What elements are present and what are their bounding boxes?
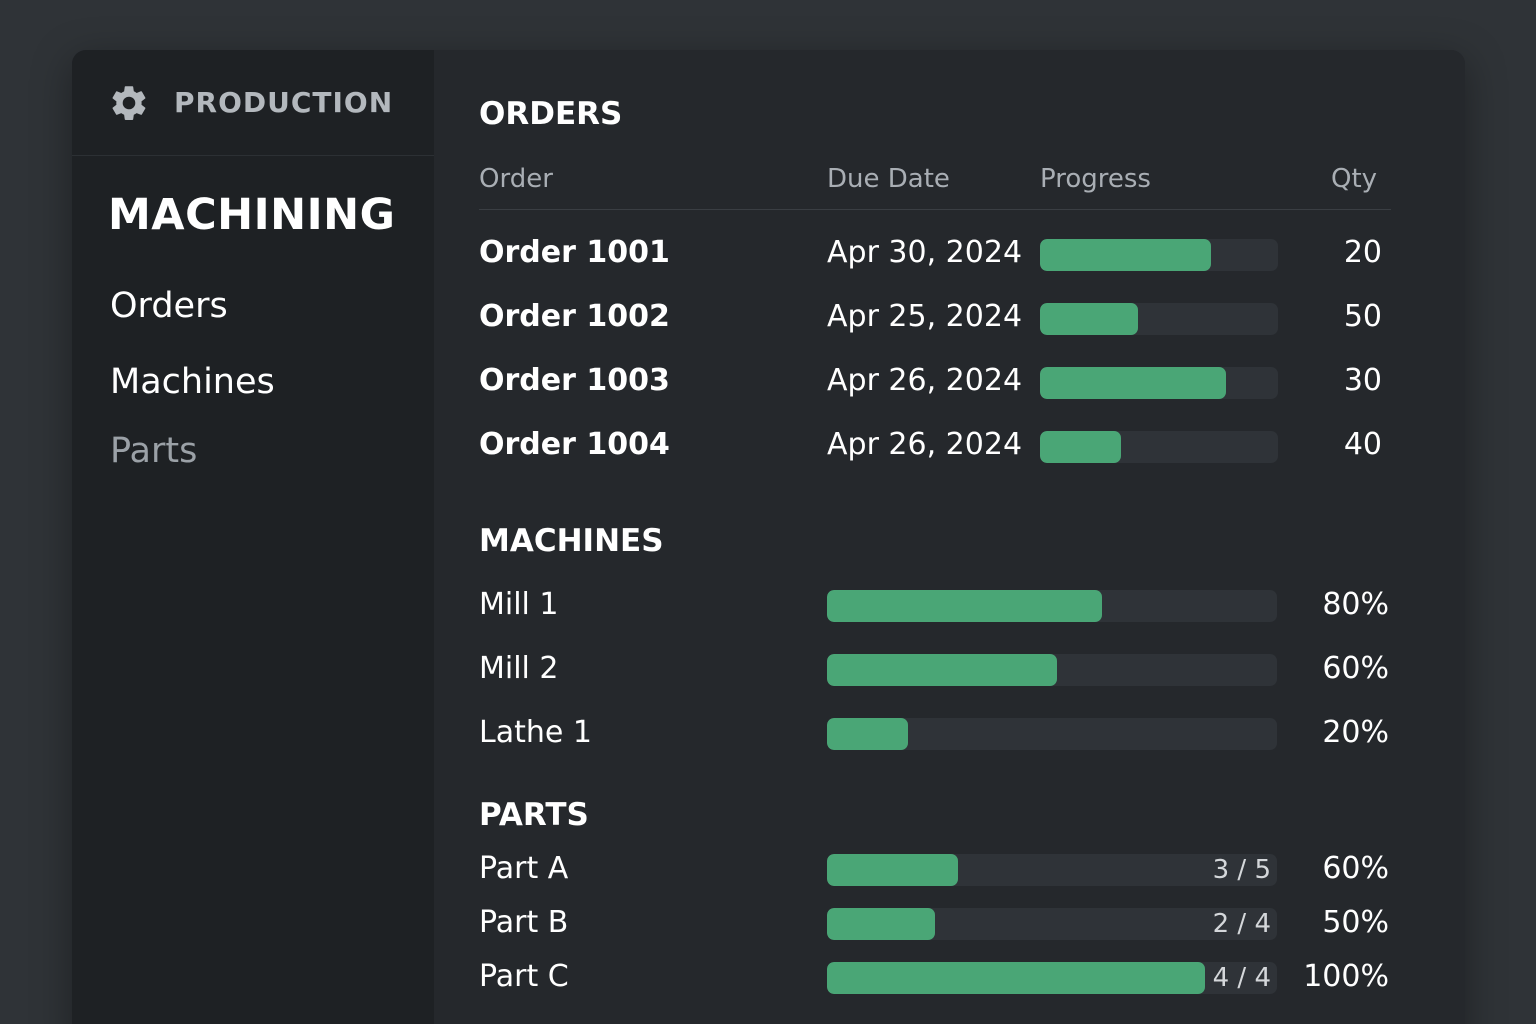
sidebar-item-machines[interactable]: Machines <box>110 362 275 402</box>
orders-heading: ORDERS <box>479 96 623 132</box>
machine-percent: 80% <box>1322 587 1389 622</box>
part-fraction: 3 / 5 <box>1212 855 1271 885</box>
brand-label: PRODUCTION <box>174 86 394 119</box>
machine-utilization-fill <box>827 654 1057 686</box>
part-name: Part A <box>479 851 569 886</box>
part-progress-bar: 3 / 5 <box>827 854 1277 886</box>
order-due-date: Apr 26, 2024 <box>827 427 1023 462</box>
order-due-date: Apr 30, 2024 <box>827 235 1023 270</box>
sidebar: PRODUCTION MACHINING Orders Machines Par… <box>72 50 434 1024</box>
machine-name: Mill 2 <box>479 651 559 686</box>
order-qty: 20 <box>1343 235 1382 270</box>
order-id: Order 1003 <box>479 363 670 398</box>
order-id: Order 1002 <box>479 299 670 334</box>
part-percent: 60% <box>1322 851 1389 886</box>
part-percent: 100% <box>1303 959 1389 994</box>
order-due-date: Apr 25, 2024 <box>827 299 1023 334</box>
parts-heading: PARTS <box>479 797 589 833</box>
sidebar-item-parts[interactable]: Parts <box>110 431 198 471</box>
part-percent: 50% <box>1322 905 1389 940</box>
order-qty: 30 <box>1343 363 1382 398</box>
order-id: Order 1004 <box>479 427 670 462</box>
section-title: MACHINING <box>108 190 396 240</box>
machine-utilization-bar <box>827 718 1277 750</box>
order-qty: 50 <box>1343 299 1382 334</box>
sidebar-item-orders[interactable]: Orders <box>110 286 228 326</box>
order-progress-bar <box>1040 303 1278 335</box>
machine-utilization-bar <box>827 654 1277 686</box>
machine-utilization-bar <box>827 590 1277 622</box>
order-progress-bar <box>1040 239 1278 271</box>
order-progress-bar <box>1040 431 1278 463</box>
part-fraction: 2 / 4 <box>1212 909 1271 939</box>
part-progress-fill <box>827 908 935 940</box>
order-progress-fill <box>1040 303 1138 335</box>
order-progress-fill <box>1040 431 1121 463</box>
machine-name: Lathe 1 <box>479 715 592 750</box>
machines-heading: MACHINES <box>479 523 664 559</box>
part-name: Part B <box>479 905 569 940</box>
part-fraction: 4 / 4 <box>1212 963 1271 993</box>
column-header-qty[interactable]: Qty <box>1331 164 1378 194</box>
order-progress-fill <box>1040 367 1226 399</box>
part-name: Part C <box>479 959 569 994</box>
machine-percent: 20% <box>1322 715 1389 750</box>
machine-utilization-fill <box>827 718 908 750</box>
column-header-due-date[interactable]: Due Date <box>827 164 950 194</box>
order-progress-bar <box>1040 367 1278 399</box>
column-header-progress[interactable]: Progress <box>1040 164 1151 194</box>
machine-percent: 60% <box>1322 651 1389 686</box>
order-due-date: Apr 26, 2024 <box>827 363 1023 398</box>
order-qty: 40 <box>1343 427 1382 462</box>
order-progress-fill <box>1040 239 1212 271</box>
table-header-divider <box>479 209 1391 210</box>
part-progress-fill <box>827 854 958 886</box>
part-progress-bar: 4 / 4 <box>827 962 1277 994</box>
main-panel: ORDERS Order Due Date Progress Qty Order… <box>434 50 1465 1024</box>
part-progress-fill <box>827 962 1205 994</box>
gear-icon[interactable] <box>108 82 150 124</box>
part-progress-bar: 2 / 4 <box>827 908 1277 940</box>
brand-header: PRODUCTION <box>72 50 434 156</box>
app-window: PRODUCTION MACHINING Orders Machines Par… <box>72 50 1465 1024</box>
machine-name: Mill 1 <box>479 587 559 622</box>
machine-utilization-fill <box>827 590 1102 622</box>
column-header-order[interactable]: Order <box>479 164 553 194</box>
order-id: Order 1001 <box>479 235 670 270</box>
